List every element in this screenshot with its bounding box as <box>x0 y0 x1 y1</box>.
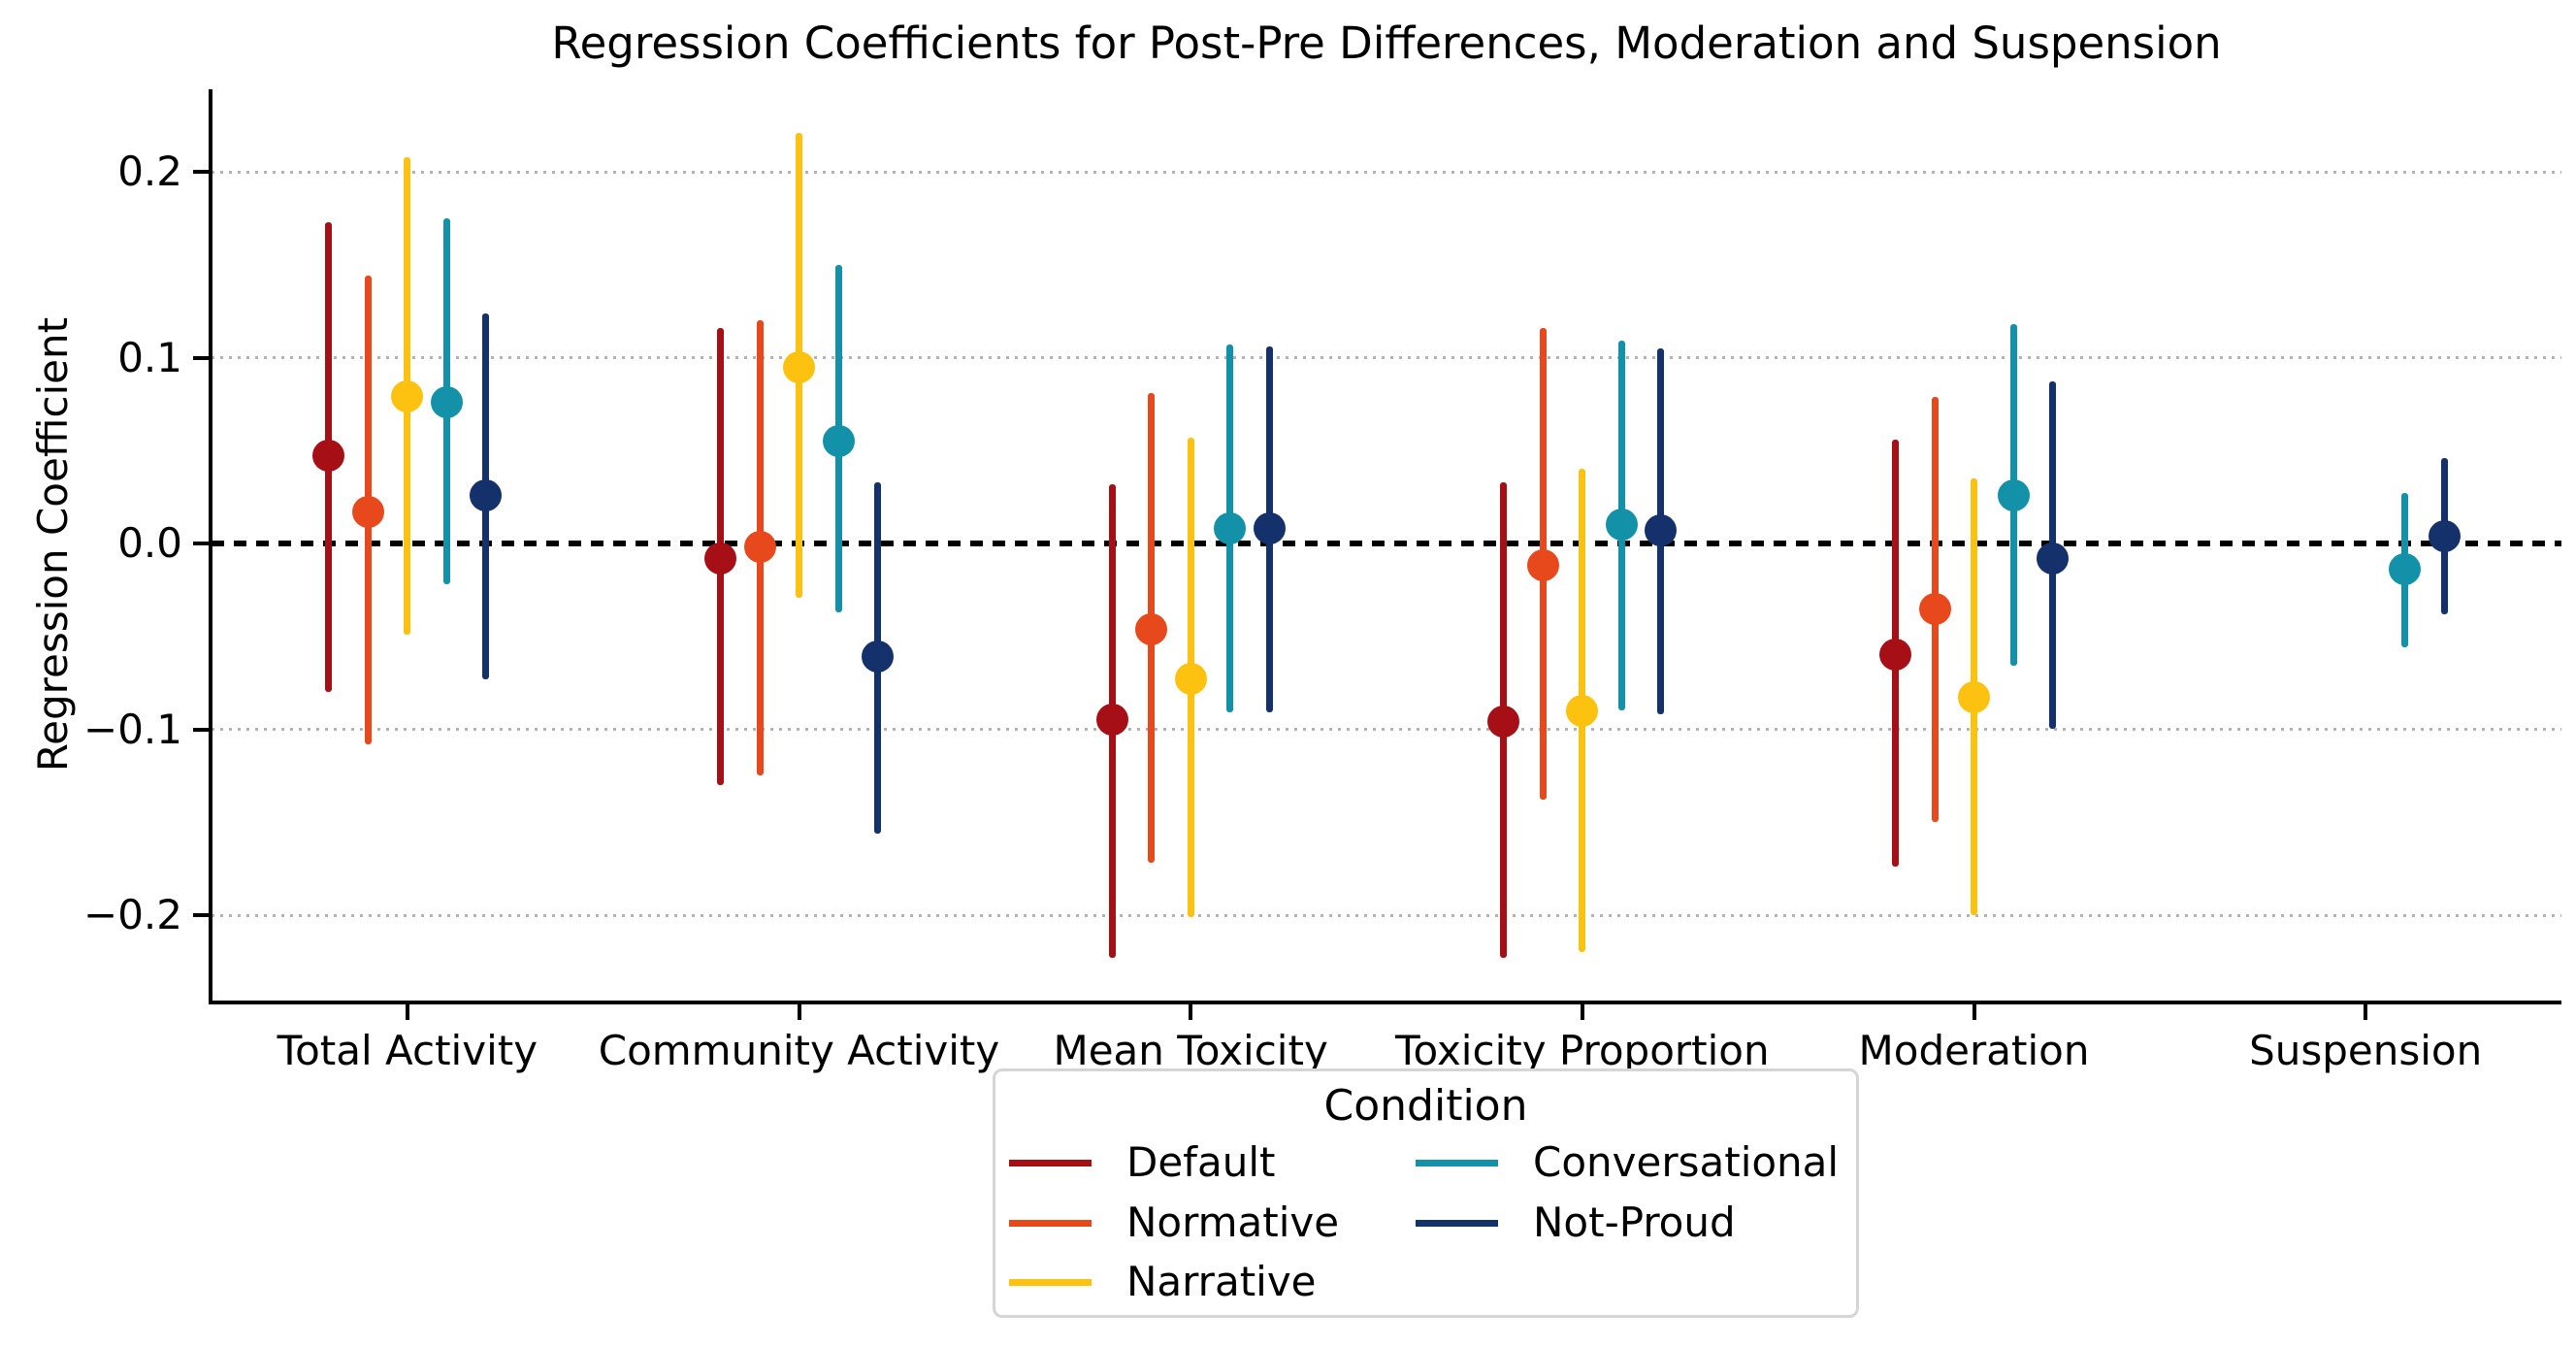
y-tick-label: −0.1 <box>83 705 182 753</box>
data-point-not-proud <box>2037 542 2069 575</box>
data-point-conversational <box>1997 478 2030 511</box>
data-point-not-proud <box>2428 519 2461 552</box>
legend-swatch-icon <box>1009 1219 1092 1227</box>
data-point-default <box>1095 704 1128 737</box>
x-axis-line <box>209 1001 2561 1004</box>
data-point-not-proud <box>470 478 503 511</box>
data-point-narrative <box>783 350 815 383</box>
gridline <box>212 913 2561 917</box>
x-tick-label: Community Activity <box>598 1027 1000 1074</box>
data-point-normative <box>743 531 776 564</box>
y-tick-label: 0.2 <box>117 148 182 195</box>
legend-label: Narrative <box>1126 1258 1317 1305</box>
gridline <box>212 728 2561 731</box>
data-point-narrative <box>391 380 424 413</box>
data-point-default <box>312 440 345 473</box>
y-tick-label: 0.0 <box>117 519 182 567</box>
data-point-narrative <box>1174 663 1207 696</box>
x-axis-tick <box>1580 1004 1584 1020</box>
data-point-conversational <box>1605 509 1638 542</box>
legend-label: Not-Proud <box>1533 1199 1736 1246</box>
x-tick-label: Mean Toxicity <box>1053 1027 1328 1074</box>
data-point-normative <box>351 495 384 528</box>
data-point-narrative <box>1566 694 1599 727</box>
zero-reference-line <box>212 541 2561 546</box>
gridline <box>212 356 2561 359</box>
data-point-default <box>704 542 736 575</box>
y-tick-label: −0.2 <box>83 891 182 938</box>
legend-swatch-icon <box>1416 1159 1498 1166</box>
data-point-conversational <box>822 425 855 458</box>
legend-item-not-proud: Not-Proud <box>1416 1201 1736 1244</box>
legend-label: Default <box>1126 1138 1276 1186</box>
x-axis-tick <box>405 1004 409 1020</box>
data-point-conversational <box>2389 553 2422 586</box>
legend-item-conversational: Conversational <box>1416 1141 1839 1184</box>
x-tick-label: Moderation <box>1858 1027 2090 1074</box>
data-point-not-proud <box>1253 512 1286 545</box>
legend-title: Condition <box>1323 1081 1528 1131</box>
y-axis-tick <box>193 913 210 917</box>
data-point-normative <box>1526 549 1559 582</box>
x-tick-label: Total Activity <box>277 1027 538 1074</box>
data-point-normative <box>1918 592 1951 625</box>
y-axis-tick <box>193 355 210 360</box>
legend-swatch-icon <box>1416 1219 1498 1227</box>
data-point-narrative <box>1958 681 1990 714</box>
legend-swatch-icon <box>1009 1159 1092 1166</box>
legend-item-normative: Normative <box>1009 1201 1339 1244</box>
gridline <box>212 170 2561 174</box>
y-tick-label: 0.1 <box>117 333 182 381</box>
data-point-default <box>1879 639 1911 672</box>
legend-swatch-icon <box>1009 1278 1092 1286</box>
legend-item-narrative: Narrative <box>1009 1261 1317 1303</box>
x-axis-tick <box>2364 1004 2368 1020</box>
y-axis-tick <box>193 727 210 732</box>
x-axis-tick <box>1972 1004 1976 1020</box>
data-point-conversational <box>1214 512 1247 545</box>
x-tick-label: Suspension <box>2249 1027 2483 1074</box>
legend-item-default: Default <box>1009 1141 1275 1184</box>
data-point-not-proud <box>862 641 894 674</box>
legend-label: Normative <box>1126 1199 1340 1246</box>
x-axis-tick <box>797 1004 801 1020</box>
y-axis-tick <box>193 170 210 174</box>
data-point-normative <box>1135 612 1168 645</box>
chart-title: Regression Coefficients for Post-Pre Dif… <box>551 17 2222 69</box>
data-point-conversational <box>430 385 463 418</box>
data-point-not-proud <box>1645 514 1678 547</box>
legend-box: Condition Default Normative Narrative Conve… <box>993 1068 1859 1318</box>
y-axis-tick <box>193 542 210 545</box>
x-tick-label: Toxicity Proportion <box>1395 1027 1770 1074</box>
x-axis-tick <box>1189 1004 1193 1020</box>
y-axis-line <box>209 89 212 1004</box>
legend-label: Conversational <box>1533 1138 1840 1186</box>
data-point-default <box>1487 706 1520 739</box>
